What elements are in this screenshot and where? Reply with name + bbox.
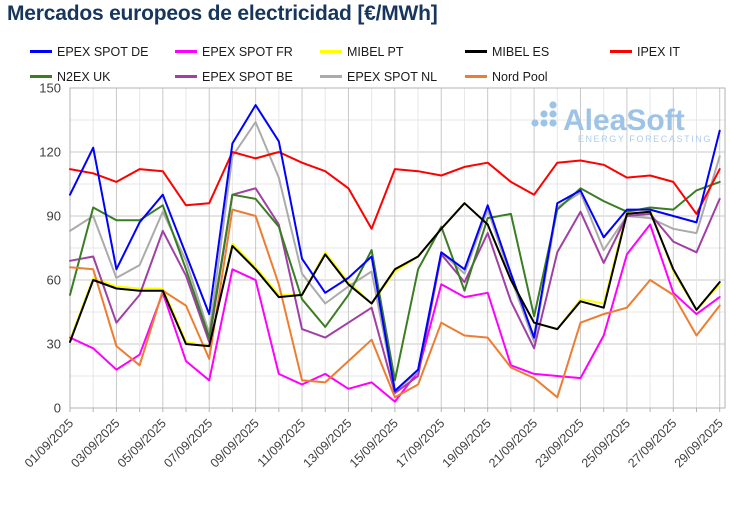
legend-item-ipex-it: IPEX IT [610,45,730,59]
x-axis-date-label: 21/09/2025 [486,416,540,470]
chart-legend: EPEX SPOT DE EPEX SPOT FR MIBEL PT MIBEL ES… [30,39,720,89]
x-axis-date-label: 17/09/2025 [393,416,447,470]
x-axis-date-label: 29/09/2025 [672,416,726,470]
legend-label: EPEX SPOT BE [202,69,293,84]
legend-item-n2ex-uk: N2EX UK [30,70,175,84]
x-axis-date-label: 23/09/2025 [532,416,586,470]
legend-swatch-icon [30,75,52,78]
legend-label: IPEX IT [637,44,681,59]
plot-border [69,87,726,409]
logo-dots-icon [549,101,557,109]
legend-label: MIBEL ES [492,44,550,59]
logo-name: AleaSoft [563,104,685,137]
logo-tagline: ENERGY FORECASTING [578,134,712,144]
logo-dots-icon [549,110,557,118]
legend-swatch-icon [175,50,197,53]
legend-row-2: N2EX UK EPEX SPOT BE EPEX SPOT NL Nord Pool [30,64,720,89]
legend-label: MIBEL PT [347,44,404,59]
legend-item-nord-pool: Nord Pool [465,70,610,84]
logo-dots-icon [549,119,557,127]
legend-row-1: EPEX SPOT DE EPEX SPOT FR MIBEL PT MIBEL ES… [30,39,720,64]
series-line-epex-spot-fr [69,223,721,403]
y-axis-tick-label: 0 [54,401,61,416]
legend-item-epex-spot-fr: EPEX SPOT FR [175,45,320,59]
x-axis-date-label: 19/09/2025 [440,416,494,470]
series-line-epex-spot-de [69,104,721,392]
legend-swatch-icon [465,50,487,53]
legend-label: EPEX SPOT FR [202,44,293,59]
legend-label: EPEX SPOT DE [57,44,149,59]
x-axis-date-label: 11/09/2025 [255,416,309,470]
legend-item-epex-spot-be: EPEX SPOT BE [175,70,320,84]
y-axis-tick-label: 120 [39,145,61,160]
series-line-ipex-it [69,151,721,230]
legend-label: EPEX SPOT NL [347,69,438,84]
x-axis-date-label: 15/09/2025 [347,416,401,470]
series-line-n2ex-uk [69,180,721,382]
y-axis-tick-label: 30 [47,337,61,352]
x-axis-date-label: 07/09/2025 [161,416,215,470]
legend-item-mibel-es: MIBEL ES [465,45,610,59]
x-axis-date-label: 01/09/2025 [22,416,76,470]
x-axis-date-label: 25/09/2025 [579,416,633,470]
series-line-mibel-es [69,202,721,348]
legend-label: Nord Pool [492,69,548,84]
y-axis-tick-label: 150 [39,81,61,96]
legend-swatch-icon [30,50,52,53]
x-axis-date-label: 13/09/2025 [300,416,354,470]
legend-item-epex-spot-de: EPEX SPOT DE [30,45,175,59]
x-axis-date-label: 27/09/2025 [625,416,679,470]
logo-dots-icon [540,110,548,118]
legend-swatch-icon [465,75,487,78]
logo-dots-icon [531,119,539,127]
logo-dots-icon [540,119,548,127]
legend-item-mibel-pt: MIBEL PT [320,45,465,59]
legend-label: N2EX UK [57,69,111,84]
x-axis-date-label: 09/09/2025 [208,416,262,470]
x-axis-date-label: 05/09/2025 [115,416,169,470]
page-title: Mercados europeos de electricidad [€/MWh… [7,2,438,25]
series-line-nord-pool [69,208,721,399]
legend-swatch-icon [175,75,197,78]
series-line-epex-spot-be [69,187,721,395]
legend-item-epex-spot-nl: EPEX SPOT NL [320,70,465,84]
legend-swatch-icon [320,50,342,53]
y-axis-tick-label: 60 [47,273,61,288]
x-axis-date-label: 03/09/2025 [68,416,122,470]
legend-swatch-icon [320,75,342,78]
y-axis-tick-label: 90 [47,209,61,224]
legend-swatch-icon [610,50,632,53]
